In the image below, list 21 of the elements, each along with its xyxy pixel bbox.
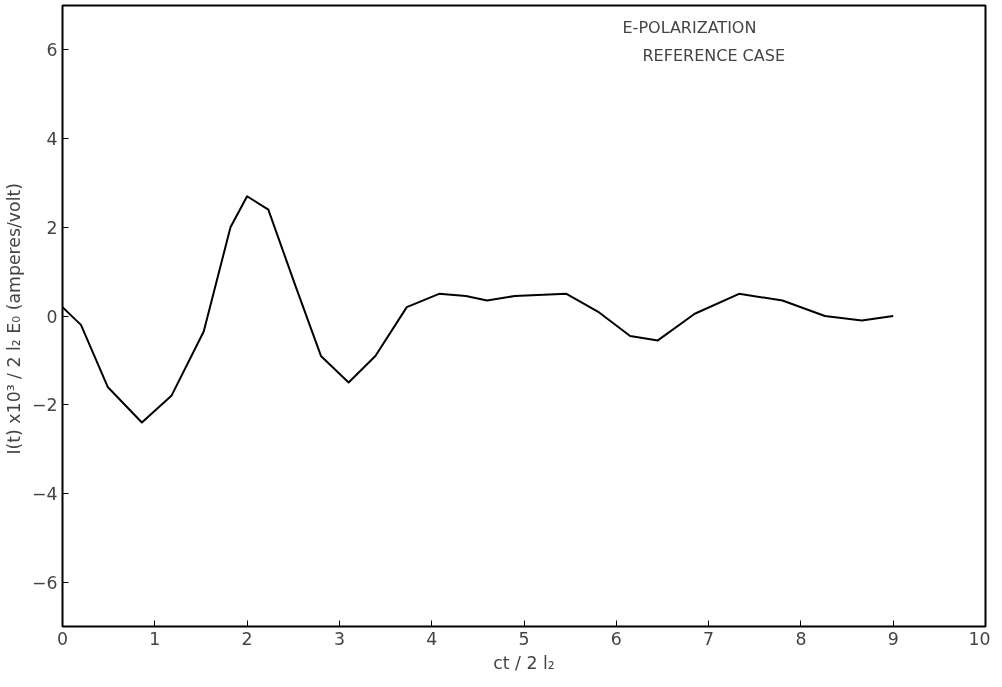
x-axis-title: ct / 2 l₂ bbox=[493, 652, 555, 673]
x-tick-label: 5 bbox=[518, 628, 530, 649]
y-tick-label: −6 bbox=[31, 572, 58, 593]
y-tick-label: 2 bbox=[46, 217, 58, 238]
x-tick-label: 1 bbox=[149, 628, 161, 649]
y-tick-label: 0 bbox=[46, 306, 58, 327]
y-axis-title: I(t) x10³ / 2 l₂ E₀ (amperes/volt) bbox=[3, 182, 24, 455]
y-tick-label: 6 bbox=[46, 40, 58, 61]
x-tick-label: 7 bbox=[703, 628, 715, 649]
x-tick-label: 8 bbox=[795, 628, 807, 649]
x-tick-label: 2 bbox=[241, 628, 253, 649]
y-tick-label: −4 bbox=[31, 483, 58, 504]
x-tick-label: 4 bbox=[426, 628, 438, 649]
x-tick-label: 3 bbox=[333, 628, 345, 649]
x-tick-label: 10 bbox=[968, 628, 991, 649]
annotation: E-POLARIZATION bbox=[622, 17, 757, 37]
y-tick-label: −2 bbox=[31, 395, 58, 416]
annotation: REFERENCE CASE bbox=[642, 45, 785, 65]
x-tick-label: 6 bbox=[610, 628, 622, 649]
y-tick-label: 4 bbox=[46, 129, 58, 150]
x-tick-label: 9 bbox=[887, 628, 899, 649]
